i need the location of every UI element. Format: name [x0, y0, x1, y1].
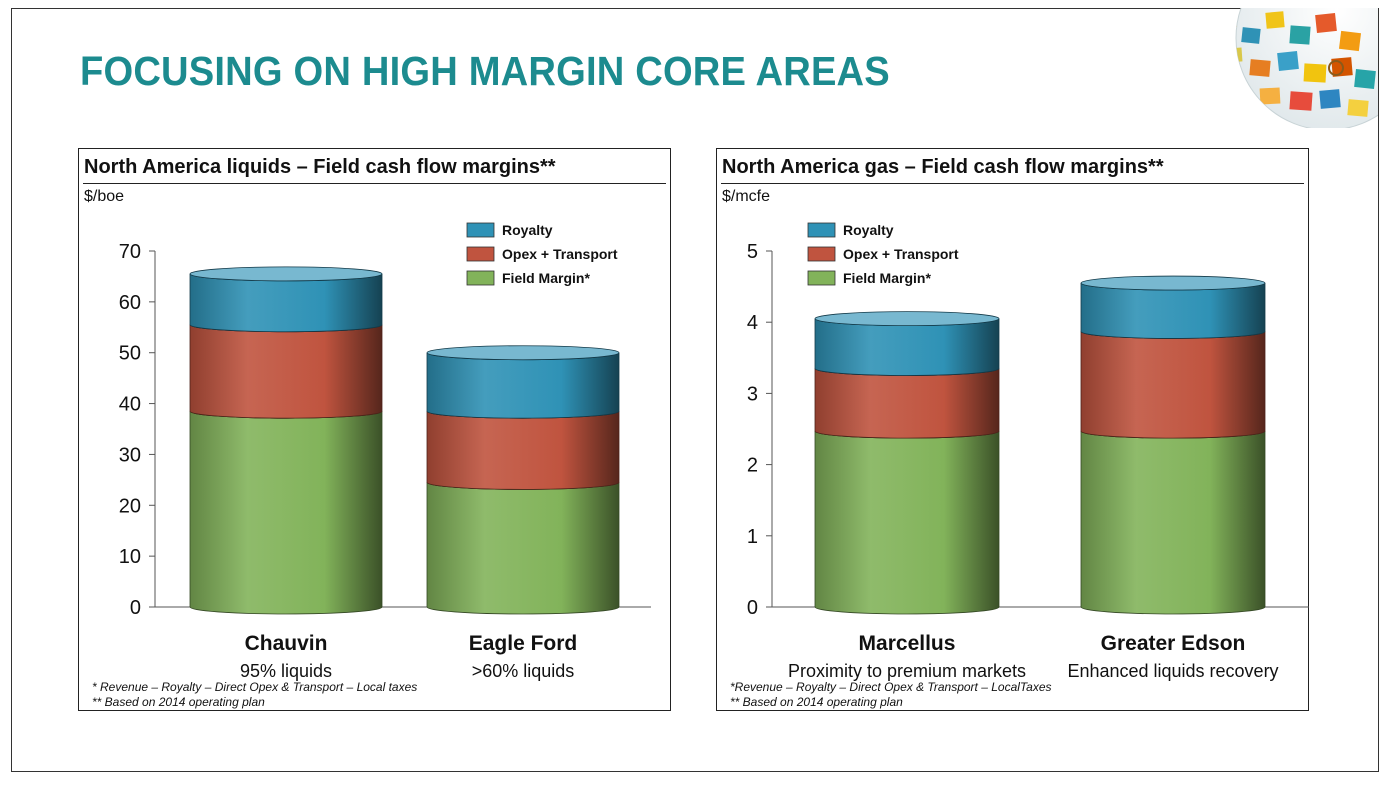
title-divider	[721, 183, 1304, 184]
y-tick-label: 10	[119, 546, 141, 568]
y-tick-label: 0	[130, 597, 141, 619]
bar-segment-royalty	[189, 273, 383, 333]
gas-chart-title: North America gas – Field cash flow marg…	[722, 156, 1164, 178]
bar-segment-field-margin	[426, 482, 620, 615]
category-sublabel: >60% liquids	[472, 661, 575, 681]
y-tick-label: 30	[119, 444, 141, 466]
category-label: Greater Edson	[1101, 632, 1246, 655]
footnote-basis: ** Based on 2014 operating plan	[730, 695, 903, 709]
liquids-chart-panel: North America liquids – Field cash flow …	[78, 148, 671, 711]
globe-logo-icon	[1200, 8, 1378, 128]
liquids-chart: 0 10 20 30 40 50 60 70 Chauvin 95% liquids Eagle F…	[119, 222, 651, 681]
legend-label: Field Margin*	[843, 270, 931, 286]
footnote-basis: ** Based on 2014 operating plan	[92, 695, 265, 709]
bar-top-cap	[426, 345, 620, 361]
gas-chart: 0 1 2 3 4 5 Marcellus Proximity to premium mark…	[747, 222, 1309, 681]
category-sublabel: Proximity to premium markets	[788, 661, 1026, 681]
legend-label: Royalty	[843, 222, 894, 238]
y-tick-label: 60	[119, 292, 141, 314]
slide-title: FOCUSING ON HIGH MARGIN CORE AREAS	[80, 48, 890, 94]
category-sublabel: Enhanced liquids recovery	[1067, 661, 1278, 681]
bar-segment-opex-transport	[814, 368, 1000, 439]
legend-label: Opex + Transport	[502, 246, 618, 262]
bar-top-cap	[1080, 275, 1266, 291]
bar-segment-royalty	[814, 318, 1000, 376]
legend-label: Royalty	[502, 222, 553, 238]
legend-swatch-royalty	[807, 222, 836, 238]
legend-swatch-field-margin	[466, 270, 495, 286]
legend-swatch-opex-transport	[466, 246, 495, 262]
y-tick-label: 0	[747, 597, 758, 619]
liquids-y-unit: $/boe	[84, 188, 125, 205]
y-tick-label: 50	[119, 343, 141, 365]
category-label: Eagle Ford	[469, 632, 578, 655]
bar-segment-opex-transport	[189, 324, 383, 419]
category-label: Chauvin	[245, 632, 328, 655]
footnote-definition: * Revenue – Royalty – Direct Opex & Tran…	[92, 680, 418, 694]
footnote-definition: *Revenue – Royalty – Direct Opex & Trans…	[730, 680, 1052, 694]
bar-segment-royalty	[426, 352, 620, 419]
y-tick-label: 40	[119, 394, 141, 416]
legend-label: Field Margin*	[502, 270, 590, 286]
gas-y-unit: $/mcfe	[722, 188, 771, 205]
bar-top-cap	[814, 311, 1000, 327]
bar-segment-opex-transport	[1080, 331, 1266, 439]
bar-segment-royalty	[1080, 282, 1266, 339]
bar-segment-opex-transport	[426, 411, 620, 490]
legend-swatch-field-margin	[807, 270, 836, 286]
y-tick-label: 5	[747, 241, 758, 263]
liquids-chart-title: North America liquids – Field cash flow …	[84, 156, 556, 178]
slide-frame	[11, 8, 1379, 772]
bar-segment-field-margin	[189, 411, 383, 615]
bar-segment-field-margin	[1080, 430, 1266, 615]
y-tick-label: 4	[747, 312, 758, 334]
y-tick-label: 1	[747, 526, 758, 548]
y-tick-label: 2	[747, 455, 758, 477]
legend-swatch-royalty	[466, 222, 495, 238]
title-divider	[83, 183, 666, 184]
bar-top-cap	[189, 266, 383, 282]
bar-segment-field-margin	[814, 430, 1000, 615]
gas-chart-panel: North America gas – Field cash flow marg…	[716, 148, 1309, 711]
legend-swatch-opex-transport	[807, 246, 836, 262]
legend-label: Opex + Transport	[843, 246, 959, 262]
category-sublabel: 95% liquids	[240, 661, 332, 681]
category-label: Marcellus	[859, 632, 956, 655]
y-tick-label: 3	[747, 383, 758, 405]
y-tick-label: 70	[119, 241, 141, 263]
y-tick-label: 20	[119, 495, 141, 517]
